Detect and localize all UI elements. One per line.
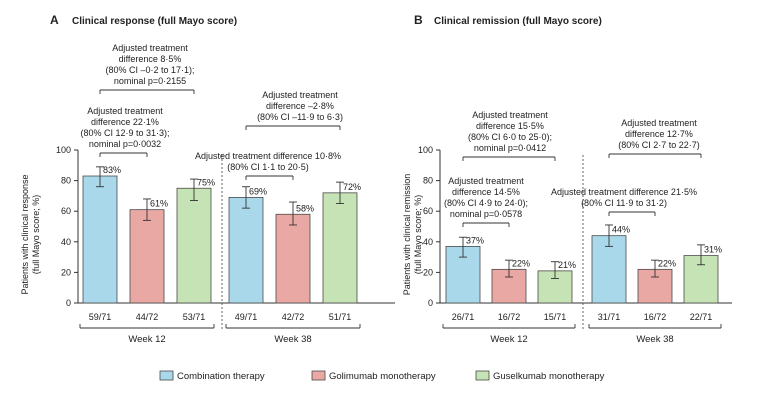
- annotation-line: (80% CI 12·9 to 31·3);: [80, 128, 169, 138]
- panel-b: B Clinical remission (full Mayo score) 0 20…: [402, 13, 732, 345]
- legend-label: Combination therapy: [177, 371, 265, 382]
- annotation-line: (80% CI –0·2 to 17·1);: [105, 65, 194, 75]
- bar: [591, 235, 627, 304]
- legend-label: Golimumab monotherapy: [329, 371, 436, 382]
- annotation-line: (80% CI 6·0 to 25·0);: [468, 132, 552, 142]
- annotation-line: difference 14·5%: [452, 187, 520, 197]
- week-label: Week 38: [636, 334, 673, 345]
- annotation-line: Adjusted treatment difference 21·5%: [551, 187, 697, 197]
- annotation-line: Adjusted treatment: [472, 110, 548, 120]
- bar: [129, 209, 165, 304]
- bar-n-label: 26/71: [452, 312, 475, 322]
- bar-n-label: 44/72: [136, 312, 159, 322]
- annotation-line: Adjusted treatment: [87, 106, 163, 116]
- legend-swatch: [159, 370, 174, 381]
- bar-n-label: 49/71: [235, 312, 258, 322]
- panel-letter: A: [50, 13, 59, 27]
- y-tick-label: 80: [423, 176, 433, 186]
- bar: [322, 192, 358, 304]
- bar-value-label: 37%: [466, 235, 484, 245]
- y-tick-label: 0: [66, 298, 71, 308]
- y-tick-label: 100: [56, 145, 71, 155]
- y-axis-label: Patients with clinical remission(full Ma…: [402, 174, 423, 296]
- bar-value-label: 22%: [658, 258, 676, 268]
- y-tick-label: 40: [423, 237, 433, 247]
- annotation-line: Adjusted treatment difference 10·8%: [195, 151, 341, 161]
- annotation-line: Adjusted treatment: [112, 43, 188, 53]
- bar-n-label: 42/72: [282, 312, 305, 322]
- bar-n-label: 31/71: [598, 312, 621, 322]
- week-label: Week 12: [128, 334, 165, 345]
- bar-n-label: 16/72: [498, 312, 521, 322]
- y-tick-label: 40: [61, 237, 71, 247]
- bar-n-label: 59/71: [89, 312, 112, 322]
- bar-value-label: 31%: [704, 245, 722, 255]
- y-tick-label: 20: [61, 267, 71, 277]
- annotation-line: difference 8·5%: [119, 54, 182, 64]
- y-tick-label: 20: [423, 267, 433, 277]
- y-tick-label: 0: [428, 298, 433, 308]
- bar-n-label: 22/71: [690, 312, 713, 322]
- panel-letter: B: [414, 13, 423, 27]
- annotation-line: Adjusted treatment: [621, 118, 697, 128]
- week-label: Week 12: [490, 334, 527, 345]
- legend-swatch: [475, 370, 490, 381]
- annotation-line: nominal p=0·0412: [474, 143, 546, 153]
- bar-n-label: 53/71: [183, 312, 206, 322]
- bar-value-label: 21%: [558, 260, 576, 270]
- bar-value-label: 58%: [296, 203, 314, 213]
- bar-n-label: 51/71: [329, 312, 352, 322]
- bar-value-label: 69%: [249, 186, 267, 196]
- annotation-line: nominal p=0·0032: [89, 139, 161, 149]
- annotation-line: nominal p=0·2155: [114, 76, 186, 86]
- legend-swatch: [311, 370, 326, 381]
- y-tick-label: 60: [61, 206, 71, 216]
- bar: [228, 197, 264, 304]
- bar-value-label: 83%: [103, 165, 121, 175]
- annotation-line: (80% CI 11·9 to 31·2): [581, 198, 667, 208]
- annotation-line: (80% CI 4·9 to 24·0);: [444, 198, 528, 208]
- bar-value-label: 75%: [197, 177, 215, 187]
- bar-value-label: 72%: [343, 182, 361, 192]
- bar: [176, 187, 212, 304]
- annotation-line: difference 12·7%: [625, 129, 693, 139]
- legend-label: Guselkumab monotherapy: [493, 371, 605, 382]
- bar-n-label: 16/72: [644, 312, 667, 322]
- annotation-line: (80% CI 1·1 to 20·5): [227, 162, 309, 172]
- annotation-line: difference –2·8%: [266, 101, 334, 111]
- annotation-line: difference 15·5%: [476, 121, 544, 131]
- y-tick-label: 80: [61, 176, 71, 186]
- panel-a: A Clinical response (full Mayo score) 0 20 4…: [20, 13, 395, 345]
- bar-value-label: 61%: [150, 199, 168, 209]
- y-axis-label: Patients with clinical response(full May…: [20, 174, 41, 294]
- legend: Combination therapy Golimumab monotherapy…: [159, 370, 605, 382]
- week-label: Week 38: [274, 334, 311, 345]
- bar-value-label: 44%: [612, 225, 630, 235]
- bar: [82, 175, 118, 304]
- annotation-line: (80% CI –11·9 to 6·3): [257, 112, 343, 122]
- bar-n-label: 15/71: [544, 312, 567, 322]
- bar: [275, 213, 311, 304]
- annotation-line: (80% CI 2·7 to 22·7): [618, 140, 700, 150]
- panel-title: Clinical remission (full Mayo score): [434, 16, 602, 27]
- annotation-line: Adjusted treatment: [448, 176, 524, 186]
- y-tick-label: 60: [423, 206, 433, 216]
- annotation-line: difference 22·1%: [91, 117, 159, 127]
- annotation-line: nominal p=0·0578: [450, 209, 522, 219]
- annotation-line: Adjusted treatment: [262, 90, 338, 100]
- panel-title: Clinical response (full Mayo score): [72, 16, 237, 27]
- y-tick-label: 100: [418, 145, 433, 155]
- bar-value-label: 22%: [512, 258, 530, 268]
